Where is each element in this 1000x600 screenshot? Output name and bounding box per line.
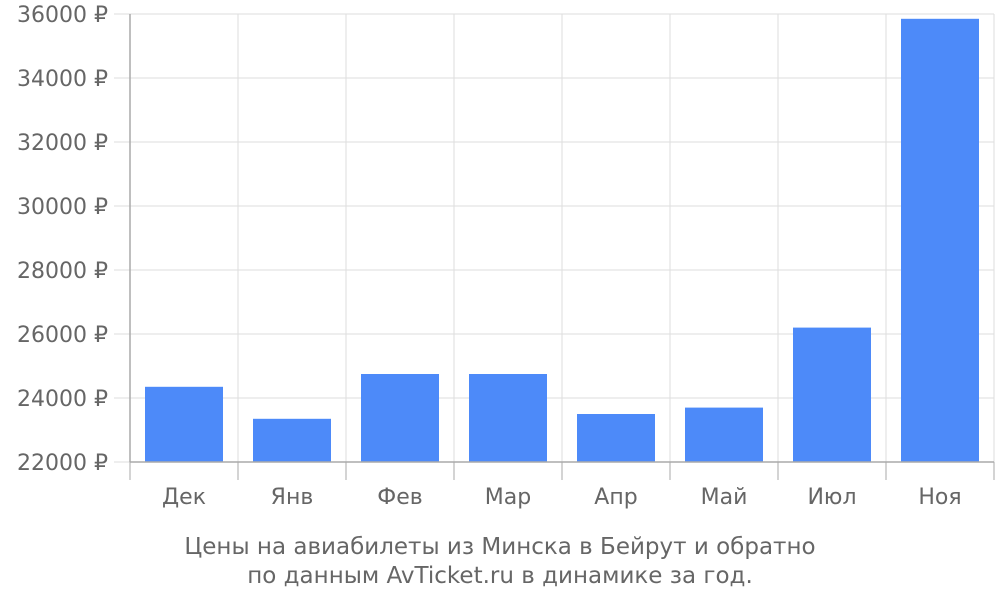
bar-3: [361, 374, 439, 462]
chart-axes: [129, 14, 995, 480]
bar-1: [145, 386, 223, 462]
y-tick-label: 22000 ₽: [17, 451, 108, 476]
bar-8: [901, 18, 979, 463]
x-tick-label: Мар: [485, 485, 531, 510]
bar-4: [469, 374, 547, 462]
bar-2: [253, 418, 331, 462]
chart-caption-line-2: по данным AvTicket.ru в динамике за год.: [247, 563, 753, 589]
y-tick-label: 32000 ₽: [17, 131, 108, 156]
x-tick-label: Фев: [377, 485, 422, 510]
chart-caption-line-1: Цены на авиабилеты из Минска в Бейрут и …: [184, 534, 816, 560]
bar-5: [577, 414, 655, 462]
chart-grid: [114, 13, 995, 463]
y-tick-label: 36000 ₽: [17, 3, 108, 28]
x-tick-label: Ноя: [918, 485, 961, 510]
bar-7: [793, 327, 871, 462]
y-tick-label: 28000 ₽: [17, 259, 108, 284]
y-tick-label: 26000 ₽: [17, 323, 108, 348]
x-axis-tick-labels: Дек Янв Фев Мар Апр Май Июл Ноя: [162, 485, 962, 510]
y-tick-label: 24000 ₽: [17, 387, 108, 412]
x-tick-label: Дек: [162, 485, 206, 510]
y-tick-label: 30000 ₽: [17, 195, 108, 220]
chart-bars: [145, 18, 979, 463]
x-tick-label: Май: [701, 485, 748, 510]
x-tick-label: Июл: [807, 485, 856, 510]
bar-6: [685, 407, 763, 462]
price-bar-chart: 22000 ₽ 24000 ₽ 26000 ₽ 28000 ₽ 30000 ₽ 32000…: [17, 3, 995, 510]
y-axis-tick-labels: 22000 ₽ 24000 ₽ 26000 ₽ 28000 ₽ 30000 ₽ 32000…: [17, 3, 108, 476]
y-tick-label: 34000 ₽: [17, 67, 108, 92]
x-tick-label: Апр: [594, 485, 637, 510]
x-tick-label: Янв: [271, 485, 314, 510]
